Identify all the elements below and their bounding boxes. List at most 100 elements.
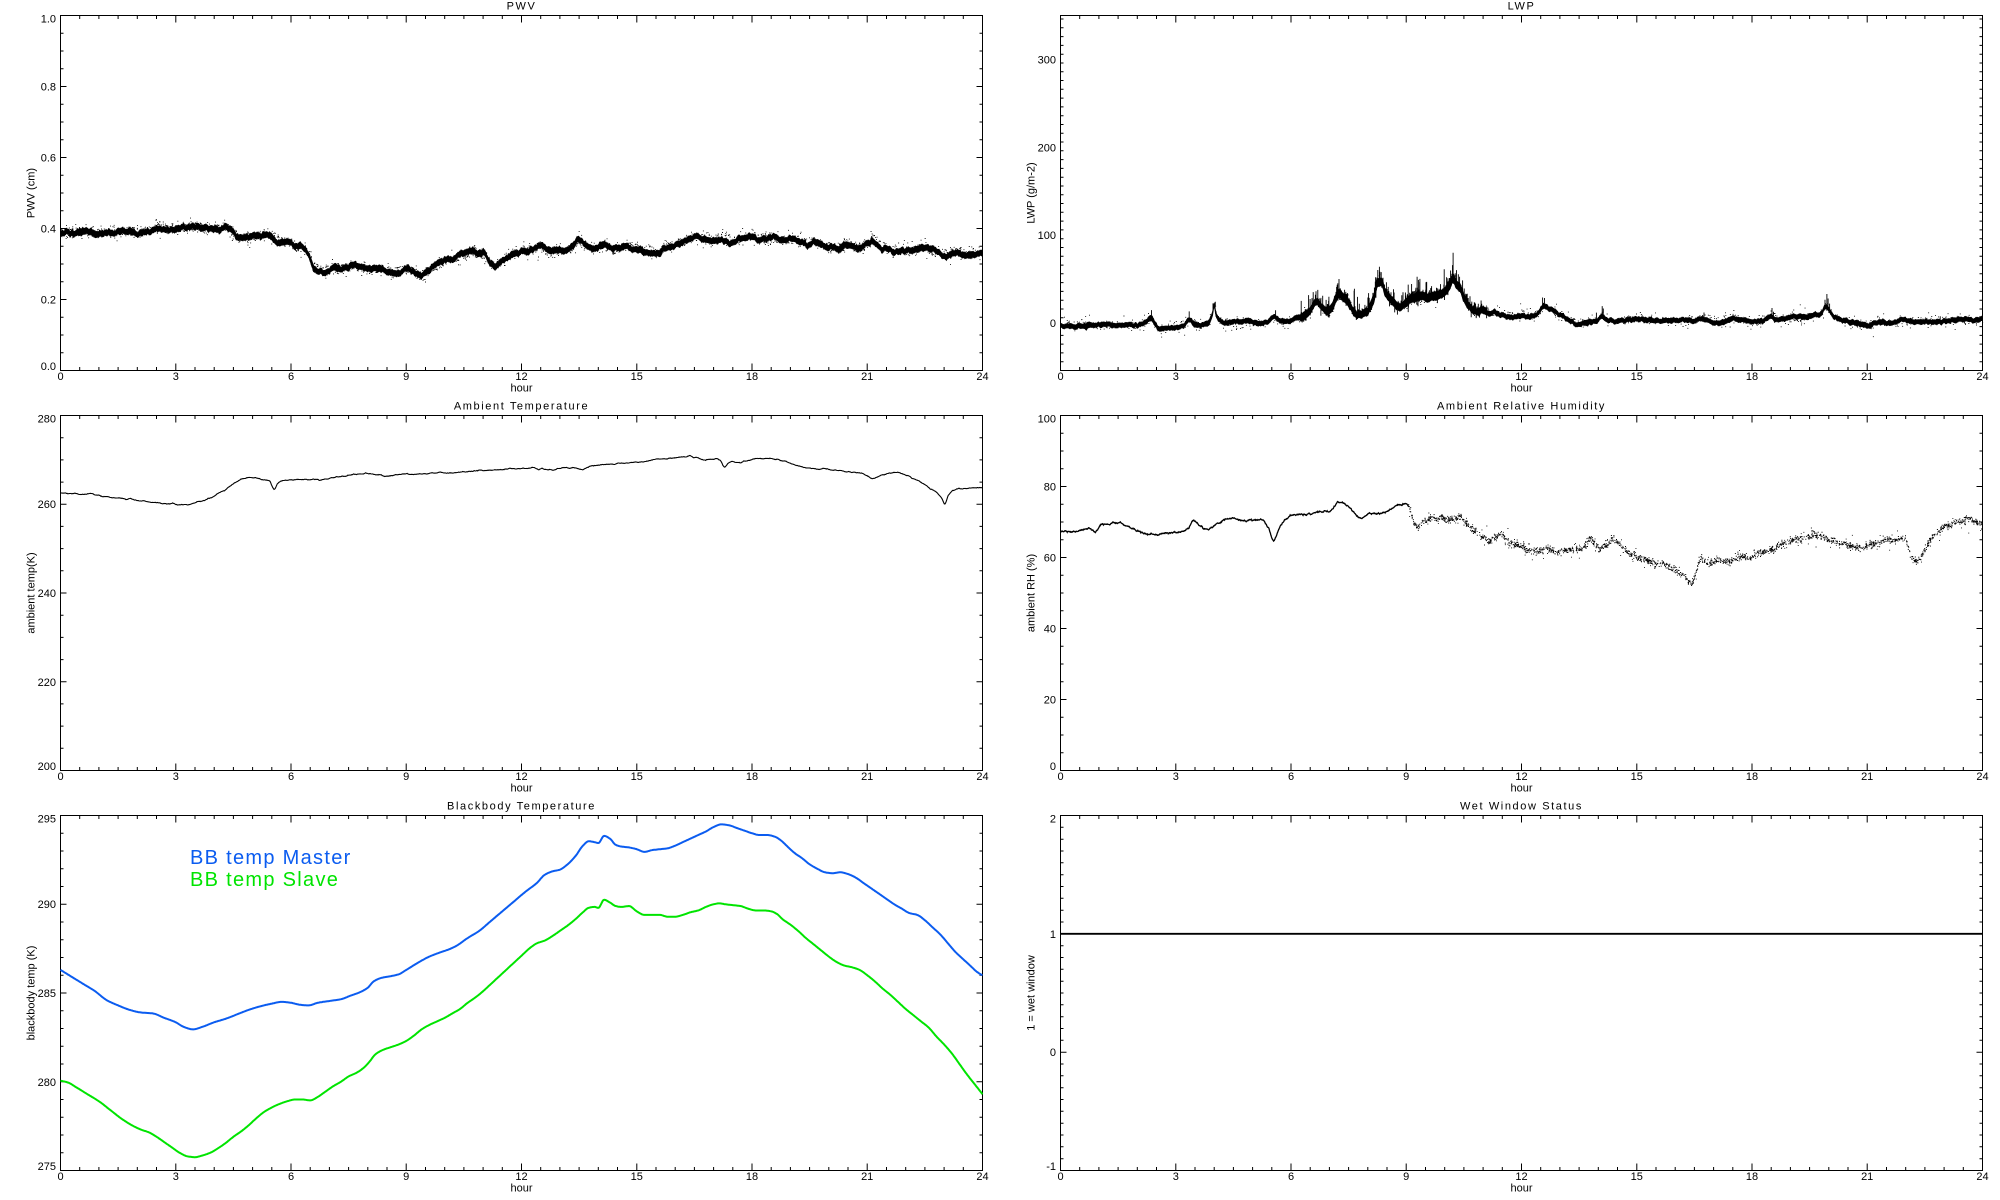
- svg-text:0.6: 0.6: [41, 153, 56, 165]
- svg-text:blackbody temp (K): blackbody temp (K): [26, 946, 38, 1041]
- svg-text:0: 0: [1050, 318, 1056, 330]
- svg-text:6: 6: [288, 371, 294, 383]
- svg-text:6: 6: [288, 1171, 294, 1183]
- svg-text:12: 12: [1515, 771, 1527, 783]
- svg-text:hour: hour: [510, 1183, 532, 1195]
- svg-text:0: 0: [1057, 771, 1063, 783]
- svg-text:1: 1: [1050, 929, 1056, 941]
- svg-text:6: 6: [288, 771, 294, 783]
- svg-text:15: 15: [1631, 371, 1643, 383]
- svg-text:24: 24: [1976, 371, 1988, 383]
- svg-text:3: 3: [173, 371, 179, 383]
- svg-text:6: 6: [1288, 771, 1294, 783]
- svg-text:PWV: PWV: [507, 1, 537, 13]
- svg-text:200: 200: [38, 761, 56, 773]
- svg-text:3: 3: [1173, 1171, 1179, 1183]
- svg-text:200: 200: [1038, 142, 1056, 154]
- svg-text:0.8: 0.8: [41, 82, 56, 94]
- svg-text:24: 24: [976, 1171, 988, 1183]
- svg-text:3: 3: [1173, 371, 1179, 383]
- svg-text:1.0: 1.0: [41, 14, 56, 26]
- svg-text:BB temp Master: BB temp Master: [190, 847, 352, 869]
- svg-text:hour: hour: [1510, 783, 1532, 795]
- svg-text:100: 100: [1038, 230, 1056, 242]
- svg-text:24: 24: [976, 771, 988, 783]
- svg-text:24: 24: [1976, 1171, 1988, 1183]
- svg-text:LWP: LWP: [1508, 1, 1536, 13]
- svg-text:15: 15: [631, 371, 643, 383]
- svg-text:12: 12: [515, 371, 527, 383]
- svg-text:6: 6: [1288, 1171, 1294, 1183]
- svg-text:9: 9: [403, 1171, 409, 1183]
- svg-text:18: 18: [746, 371, 758, 383]
- svg-text:0: 0: [57, 371, 63, 383]
- svg-text:21: 21: [1861, 1171, 1873, 1183]
- svg-text:hour: hour: [510, 383, 532, 395]
- svg-text:240: 240: [38, 588, 56, 600]
- svg-text:0: 0: [57, 771, 63, 783]
- svg-text:Ambient Relative Humidity: Ambient Relative Humidity: [1437, 401, 1606, 413]
- svg-text:12: 12: [1515, 371, 1527, 383]
- svg-text:21: 21: [861, 1171, 873, 1183]
- svg-text:9: 9: [1403, 1171, 1409, 1183]
- svg-text:hour: hour: [1510, 383, 1532, 395]
- svg-text:60: 60: [1044, 553, 1056, 565]
- svg-text:ambient temp(K): ambient temp(K): [26, 552, 38, 633]
- svg-text:3: 3: [173, 1171, 179, 1183]
- svg-text:100: 100: [1038, 414, 1056, 426]
- svg-text:12: 12: [515, 771, 527, 783]
- svg-text:21: 21: [1861, 771, 1873, 783]
- svg-text:0: 0: [1050, 1047, 1056, 1059]
- svg-text:0.0: 0.0: [41, 361, 56, 373]
- svg-text:PWV (cm): PWV (cm): [26, 168, 38, 218]
- svg-text:2: 2: [1050, 814, 1056, 826]
- svg-text:Ambient Temperature: Ambient Temperature: [454, 401, 589, 413]
- svg-text:0.4: 0.4: [41, 224, 56, 236]
- svg-text:0: 0: [57, 1171, 63, 1183]
- svg-text:24: 24: [976, 371, 988, 383]
- svg-text:20: 20: [1044, 695, 1056, 707]
- svg-text:9: 9: [403, 371, 409, 383]
- svg-text:Wet Window Status: Wet Window Status: [1460, 801, 1583, 813]
- svg-text:6: 6: [1288, 371, 1294, 383]
- svg-text:15: 15: [1631, 1171, 1643, 1183]
- svg-text:18: 18: [746, 1171, 758, 1183]
- svg-text:40: 40: [1044, 624, 1056, 636]
- svg-text:18: 18: [746, 771, 758, 783]
- svg-text:18: 18: [1746, 371, 1758, 383]
- svg-text:15: 15: [631, 771, 643, 783]
- svg-text:280: 280: [38, 414, 56, 426]
- svg-text:ambient RH (%): ambient RH (%): [1026, 554, 1038, 632]
- svg-text:9: 9: [1403, 771, 1409, 783]
- svg-text:1 = wet window: 1 = wet window: [1026, 955, 1038, 1031]
- svg-text:hour: hour: [1510, 1183, 1532, 1195]
- svg-text:0: 0: [1050, 761, 1056, 773]
- svg-text:15: 15: [631, 1171, 643, 1183]
- svg-text:-1: -1: [1046, 1161, 1056, 1173]
- svg-text:24: 24: [1976, 771, 1988, 783]
- svg-text:295: 295: [38, 814, 56, 826]
- svg-text:0: 0: [1057, 1171, 1063, 1183]
- svg-text:280: 280: [38, 1077, 56, 1089]
- svg-text:18: 18: [1746, 771, 1758, 783]
- svg-text:3: 3: [173, 771, 179, 783]
- svg-text:9: 9: [1403, 371, 1409, 383]
- svg-text:hour: hour: [510, 783, 532, 795]
- svg-text:0: 0: [1057, 371, 1063, 383]
- svg-text:290: 290: [38, 899, 56, 911]
- svg-text:9: 9: [403, 771, 409, 783]
- svg-text:LWP (g/m-2): LWP (g/m-2): [1026, 162, 1038, 223]
- svg-text:21: 21: [1861, 371, 1873, 383]
- svg-text:18: 18: [1746, 1171, 1758, 1183]
- svg-text:BB temp Slave: BB temp Slave: [190, 869, 339, 891]
- svg-text:275: 275: [38, 1161, 56, 1173]
- svg-text:21: 21: [861, 771, 873, 783]
- svg-text:300: 300: [1038, 54, 1056, 66]
- svg-text:3: 3: [1173, 771, 1179, 783]
- svg-text:0.2: 0.2: [41, 295, 56, 307]
- svg-text:Blackbody Temperature: Blackbody Temperature: [447, 801, 596, 813]
- svg-text:12: 12: [1515, 1171, 1527, 1183]
- svg-text:15: 15: [1631, 771, 1643, 783]
- svg-text:12: 12: [515, 1171, 527, 1183]
- svg-text:260: 260: [38, 499, 56, 511]
